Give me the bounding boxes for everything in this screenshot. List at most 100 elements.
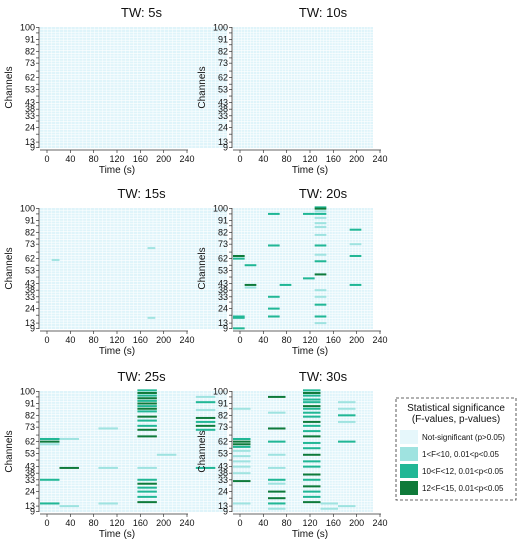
significance-segment: [40, 478, 60, 481]
y-tick-label: 53: [25, 84, 35, 94]
significance-segment: [40, 440, 60, 443]
significance-segment: [314, 212, 327, 215]
significance-segment: [314, 226, 327, 229]
x-tick-label: 160: [326, 518, 341, 528]
grid-lines: [40, 208, 227, 329]
x-tick-label: 0: [237, 518, 242, 528]
significance-segment: [156, 453, 177, 456]
x-tick-label: 0: [44, 154, 49, 164]
significance-segment: [59, 438, 79, 441]
y-tick-label: 82: [218, 410, 228, 420]
x-axis-label: Time (s): [292, 346, 328, 357]
y-tick-label: 38: [25, 468, 35, 478]
y-tick-label: 9: [223, 506, 228, 516]
y-tick-label: 53: [218, 84, 228, 94]
grid-lines: [40, 27, 227, 148]
significance-segment: [303, 490, 321, 493]
x-tick-label: 120: [109, 335, 124, 345]
significance-segment: [244, 286, 257, 289]
x-tick-label: 0: [237, 335, 242, 345]
legend-swatch: [400, 430, 418, 444]
significance-segment: [338, 440, 356, 443]
significance-segment: [268, 212, 280, 215]
y-tick-label: 9: [223, 142, 228, 152]
y-tick-label: 62: [25, 254, 35, 264]
significance-segment: [195, 428, 216, 431]
legend-swatch: [400, 447, 418, 461]
significance-segment: [233, 480, 251, 483]
significance-segment: [233, 472, 251, 475]
y-tick-label: 38: [25, 104, 35, 114]
x-tick-label: 200: [156, 518, 171, 528]
significance-segment: [338, 407, 356, 410]
x-tick-label: 200: [349, 154, 364, 164]
y-tick-label: 43: [25, 98, 35, 108]
significance-segment: [195, 466, 216, 469]
y-tick-label: 62: [218, 254, 228, 264]
x-axis-label: Time (s): [99, 529, 135, 540]
y-axis-label: Channels: [4, 430, 15, 472]
significance-segment: [349, 283, 362, 286]
x-tick-label: 160: [326, 154, 341, 164]
x-tick-label: 0: [44, 335, 49, 345]
significance-segment: [40, 438, 60, 441]
significance-segment: [233, 455, 251, 458]
y-tick-label: 82: [218, 46, 228, 56]
panel-title: TW: 10s: [299, 5, 348, 20]
significance-segment: [233, 440, 251, 443]
x-tick-label: 160: [133, 335, 148, 345]
y-tick-label: 91: [25, 215, 35, 225]
x-tick-label: 240: [372, 335, 387, 345]
x-tick-label: 80: [89, 518, 99, 528]
significance-segment: [233, 460, 251, 463]
significance-segment: [314, 233, 327, 236]
significance-segment: [314, 289, 327, 292]
significance-segment: [338, 414, 356, 417]
y-tick-label: 53: [218, 448, 228, 458]
y-tick-label: 24: [25, 487, 35, 497]
panel-title: TW: 25s: [117, 369, 166, 384]
y-tick-label: 82: [25, 227, 35, 237]
significance-segment: [137, 501, 157, 504]
y-tick-label: 100: [20, 204, 35, 214]
x-tick-label: 40: [258, 335, 268, 345]
x-tick-label: 80: [282, 335, 292, 345]
significance-segment: [137, 424, 157, 427]
y-tick-label: 73: [218, 239, 228, 249]
x-tick-label: 120: [302, 154, 317, 164]
significance-segment: [137, 428, 157, 431]
y-tick-label: 24: [218, 304, 228, 314]
y-tick-label: 43: [218, 462, 228, 472]
significance-segment: [314, 244, 327, 247]
significance-segment: [303, 473, 321, 476]
significance-segment: [268, 453, 286, 456]
x-tick-label: 80: [89, 335, 99, 345]
significance-segment: [137, 486, 157, 489]
significance-segment: [233, 255, 245, 258]
x-tick-label: 200: [349, 335, 364, 345]
significance-segment: [303, 430, 321, 433]
significance-segment: [303, 478, 321, 481]
y-tick-label: 73: [25, 58, 35, 68]
significance-segment: [303, 277, 315, 280]
x-axis-label: Time (s): [99, 165, 135, 176]
y-tick-label: 82: [25, 410, 35, 420]
significance-segment: [314, 260, 327, 263]
x-tick-label: 200: [156, 154, 171, 164]
significance-segment: [303, 407, 321, 410]
legend-label: Not-significant (p>0.05): [422, 433, 505, 442]
significance-segment: [268, 490, 286, 493]
y-tick-label: 100: [213, 23, 228, 33]
y-tick-label: 73: [218, 58, 228, 68]
x-tick-label: 0: [44, 518, 49, 528]
y-tick-label: 73: [218, 422, 228, 432]
significance-segment: [314, 273, 327, 276]
y-tick-label: 91: [218, 398, 228, 408]
y-tick-label: 62: [25, 437, 35, 447]
significance-segment: [233, 449, 251, 452]
